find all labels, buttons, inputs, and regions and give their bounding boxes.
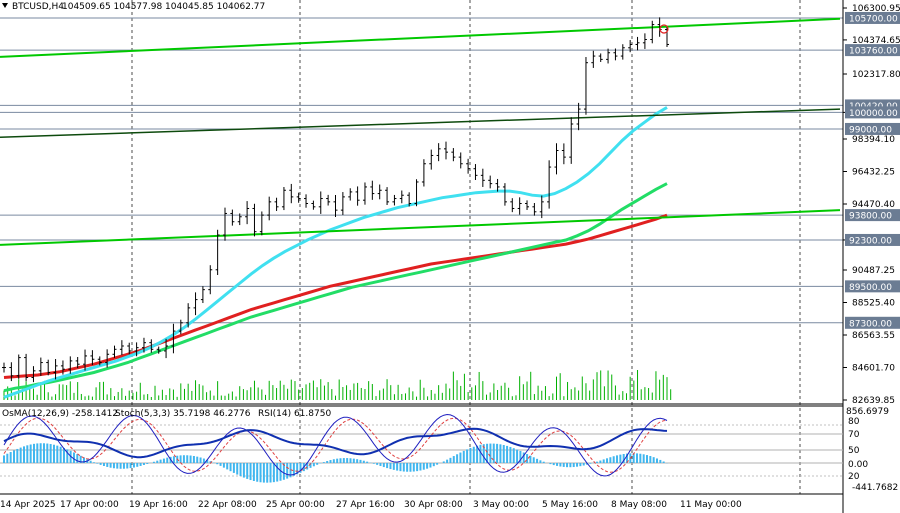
time-label: 22 Apr 08:00 bbox=[198, 500, 257, 510]
level-tag bbox=[845, 280, 900, 293]
channel-lower-line bbox=[0, 108, 841, 138]
indicator-panel bbox=[0, 413, 843, 483]
time-label: 30 Apr 08:00 bbox=[404, 500, 463, 510]
channel-support-line bbox=[0, 209, 841, 246]
time-label: 5 May 16:00 bbox=[542, 500, 598, 510]
ohlc-readout: 104509.65 104577.98 104045.85 104062.77 bbox=[62, 2, 265, 12]
level-tag-label: 92300.00 bbox=[849, 236, 892, 246]
price-bars bbox=[2, 17, 669, 383]
level-tag-label: 103760.00 bbox=[849, 47, 898, 57]
price-tick-label: 86563.55 bbox=[852, 331, 895, 341]
ema-fast-line bbox=[3, 106, 668, 399]
osma-label: OsMA(12,26,9) -258.1412 bbox=[2, 409, 118, 419]
level-tag-label: 100000.00 bbox=[849, 109, 898, 119]
last-high-marker bbox=[659, 24, 669, 34]
stoch-20-label: 20 bbox=[848, 472, 860, 482]
price-tick-label: 82639.85 bbox=[852, 396, 895, 406]
price-tick-label: 98394.10 bbox=[852, 135, 895, 145]
price-tick-label: 88525.40 bbox=[852, 298, 895, 308]
rsi-50-label: 50 bbox=[848, 446, 860, 456]
time-label: 3 May 00:00 bbox=[473, 500, 529, 510]
time-label: 11 May 00:00 bbox=[680, 500, 742, 510]
vertical-grid bbox=[131, 0, 801, 494]
level-tags: 105700.00103760.00100420.00100000.009900… bbox=[845, 11, 900, 329]
triangle-down-icon bbox=[2, 3, 8, 8]
time-label: 27 Apr 16:00 bbox=[336, 500, 395, 510]
stoch-label: Stoch(5,3,3) 35.7198 46.2776 bbox=[115, 409, 251, 419]
price-tick-label: 94470.40 bbox=[852, 200, 895, 210]
price-tick-label: 96432.25 bbox=[852, 167, 895, 177]
level-lines bbox=[0, 17, 843, 324]
osma-max-label: 856.6979 bbox=[846, 407, 889, 417]
level-tag bbox=[845, 106, 900, 119]
ema-mid-line bbox=[3, 182, 668, 393]
price-tick-label: 104374.65 bbox=[852, 36, 900, 46]
ema-slow-line bbox=[3, 213, 668, 379]
level-tag bbox=[845, 233, 900, 246]
rsi-line bbox=[3, 427, 668, 459]
channel-upper-line bbox=[0, 17, 841, 58]
level-tag bbox=[845, 122, 900, 135]
time-label: 17 Apr 00:00 bbox=[60, 500, 119, 510]
stoch-main-line bbox=[3, 413, 668, 477]
time-axis: 14 Apr 2025 17 Apr 00:00 19 Apr 16:00 22 Ap… bbox=[0, 500, 742, 510]
rsi-70-label: 70 bbox=[848, 430, 860, 440]
volume-bars bbox=[3, 369, 672, 400]
stoch-80-label: 80 bbox=[848, 417, 860, 427]
stoch-signal-line bbox=[3, 417, 668, 473]
level-tag-label: 93800.00 bbox=[849, 212, 892, 222]
level-tag bbox=[845, 209, 900, 222]
level-tag bbox=[845, 316, 900, 329]
level-tag-label: 105700.00 bbox=[849, 14, 898, 24]
price-tick-label: 84601.70 bbox=[852, 363, 895, 373]
time-label: 14 Apr 2025 bbox=[0, 500, 56, 510]
price-panel bbox=[0, 0, 843, 494]
level-tag bbox=[845, 11, 900, 24]
level-tag-label: 99000.00 bbox=[849, 125, 892, 135]
level-tag-label: 89500.00 bbox=[849, 283, 892, 293]
time-label: 8 May 08:00 bbox=[611, 500, 667, 510]
price-tick-label: 106300.95 bbox=[852, 4, 900, 14]
level-tag-label: 87300.00 bbox=[849, 319, 892, 329]
price-tick-label: 102317.80 bbox=[852, 70, 900, 80]
time-label: 25 Apr 00:00 bbox=[266, 500, 325, 510]
price-tick-label: 90487.25 bbox=[852, 266, 895, 276]
osma-zero-label: 0.00 bbox=[848, 460, 868, 470]
time-label: 19 Apr 16:00 bbox=[129, 500, 188, 510]
osma-min-label: -441.7682 bbox=[852, 483, 898, 493]
level-tag bbox=[845, 44, 900, 57]
symbol-label: BTCUSD,H4 bbox=[12, 2, 64, 12]
rsi-label: RSI(14) 61.8750 bbox=[258, 409, 331, 419]
